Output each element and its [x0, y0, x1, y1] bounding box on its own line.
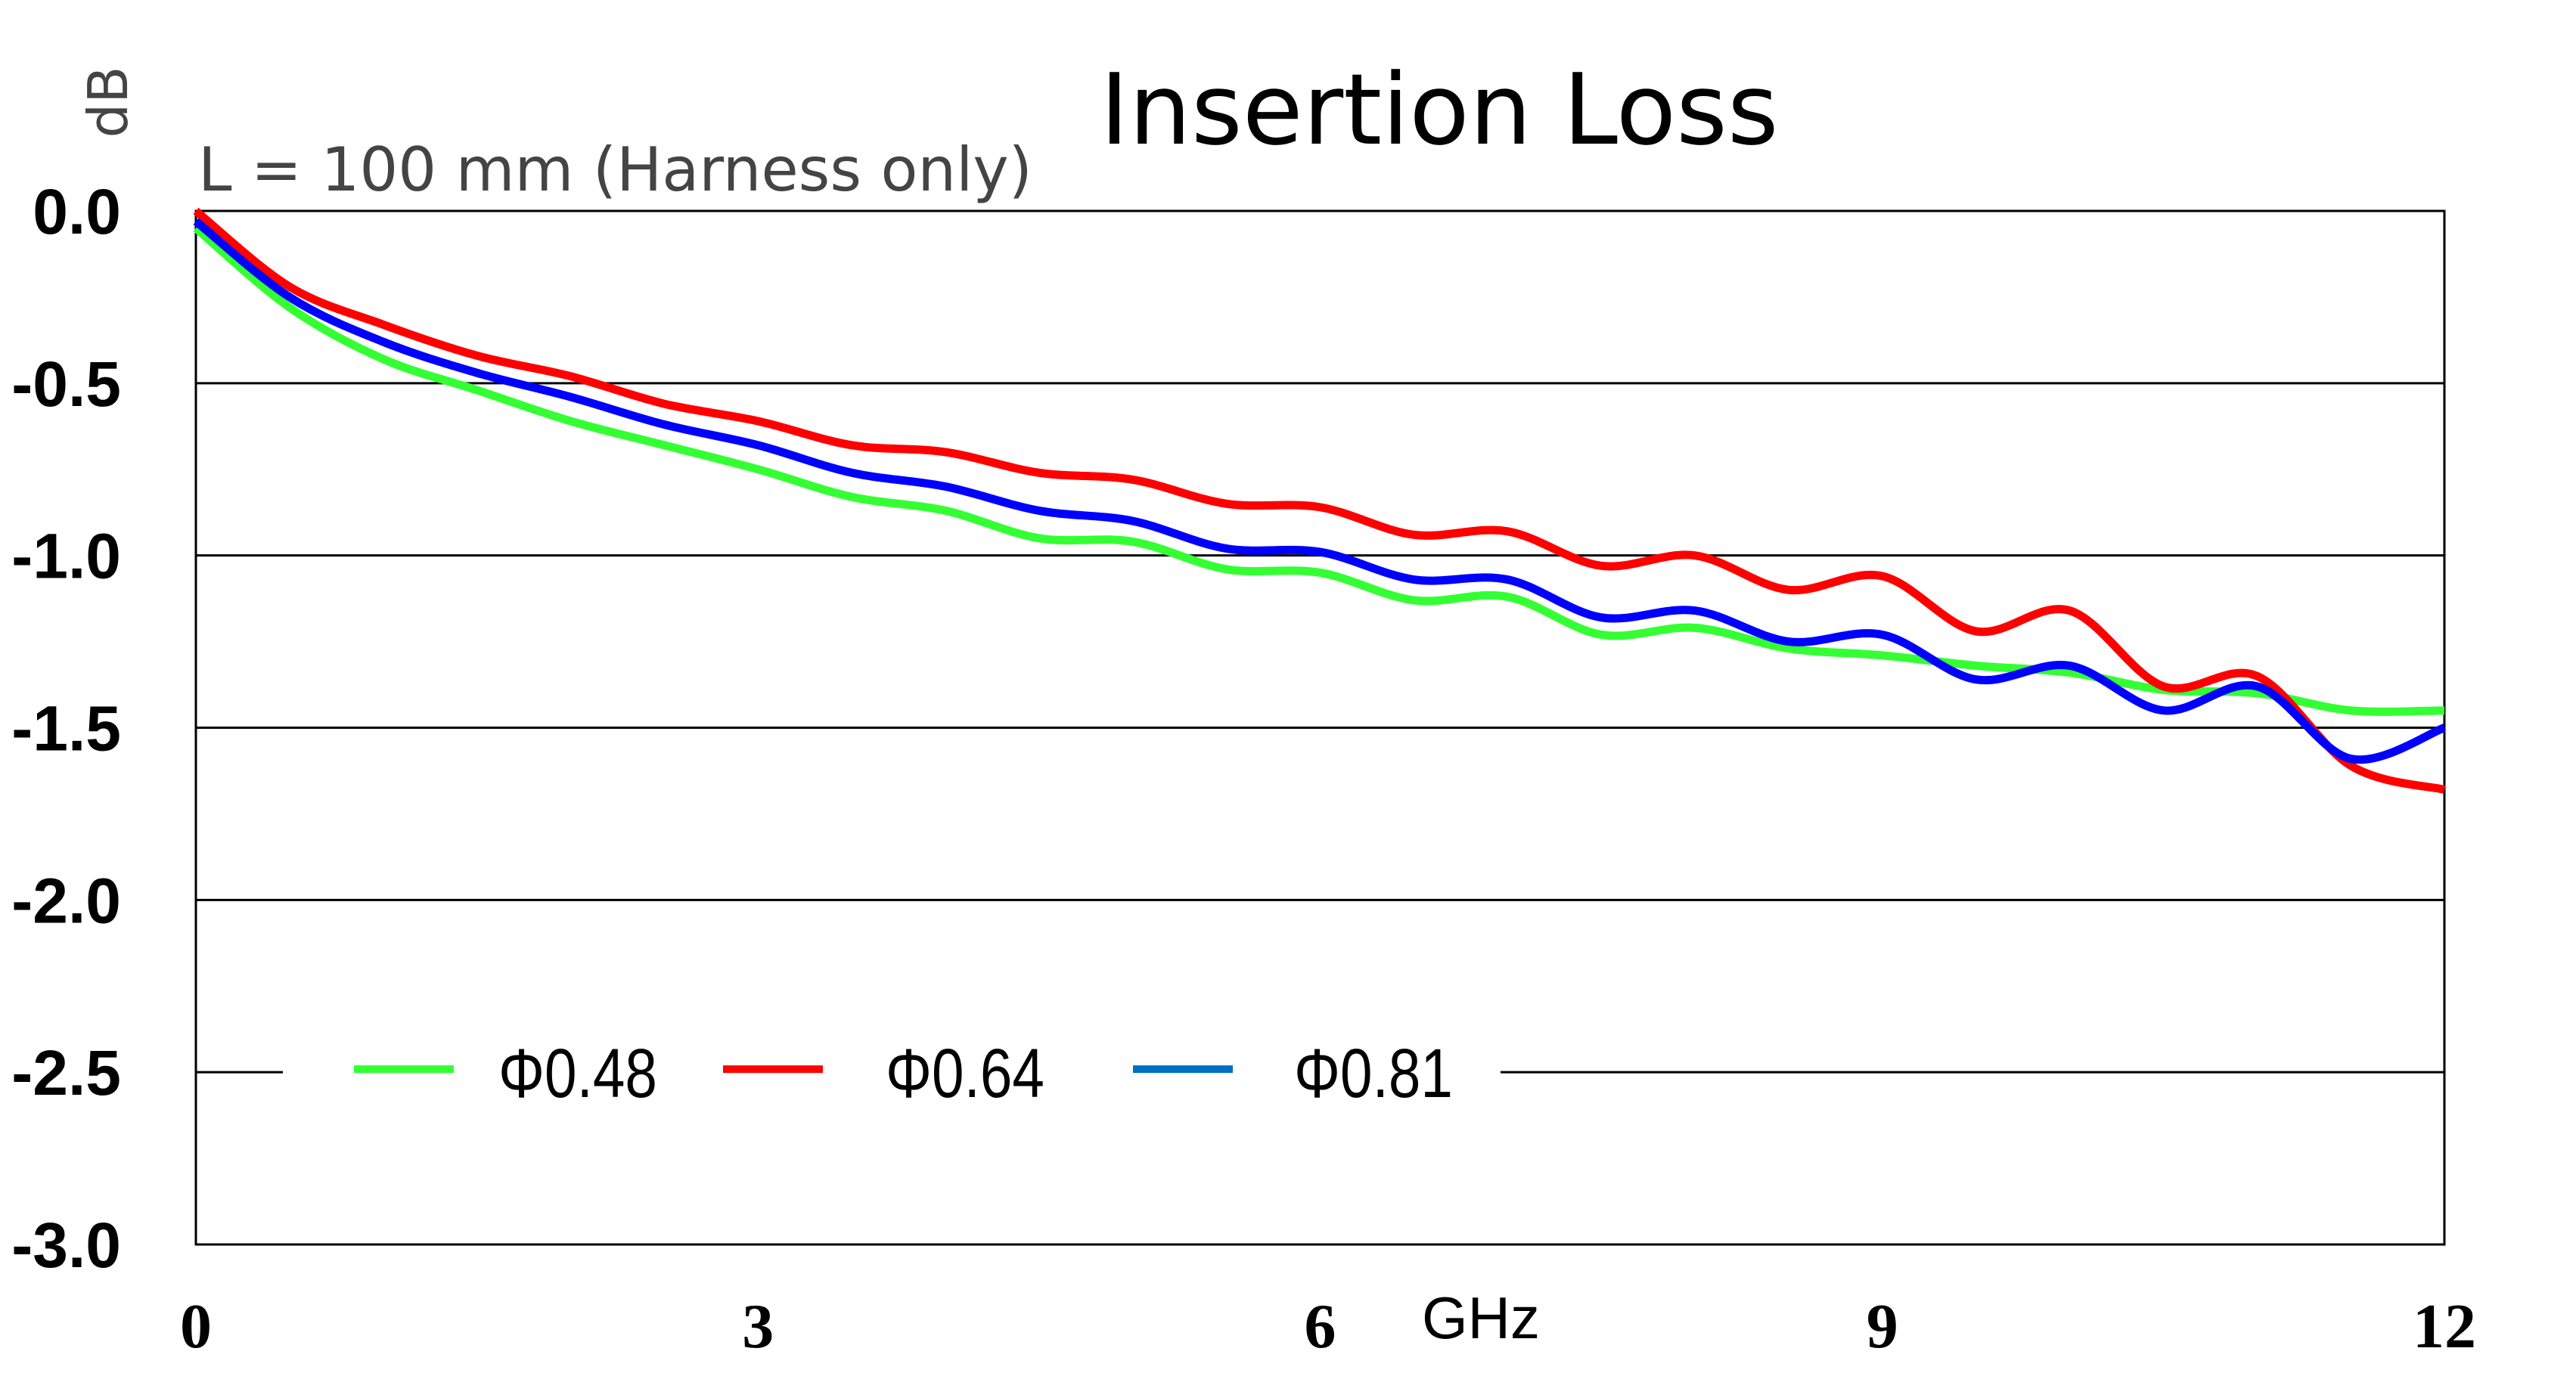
series-line-1 — [193, 207, 2446, 794]
y-tick-label: 0.0 — [33, 176, 121, 247]
legend-label: Φ0.48 — [498, 1035, 657, 1112]
legend: Φ0.48 Φ0.64 Φ0.81 — [354, 1035, 1453, 1112]
x-tick-label: 6 — [1305, 1291, 1336, 1362]
x-axis-label: GHz — [1422, 1285, 1540, 1351]
y-tick-label: -0.5 — [11, 349, 121, 420]
x-tick-label: 9 — [1867, 1291, 1898, 1362]
legend-label: Φ0.64 — [886, 1035, 1044, 1112]
chart-title: Insertion Loss — [1100, 52, 1778, 167]
chart-subtitle: L = 100 mm (Harness only) — [198, 135, 1032, 205]
legend-label: Φ0.81 — [1294, 1035, 1453, 1112]
series-line-2 — [193, 218, 2447, 764]
y-axis-label: dB — [76, 66, 140, 138]
series-line-0 — [193, 225, 2445, 716]
x-tick-label: 0 — [180, 1291, 212, 1362]
y-tick-label: -1.5 — [11, 693, 121, 764]
x-tick-label: 3 — [742, 1291, 774, 1362]
y-tick-label: -2.5 — [11, 1037, 121, 1108]
x-tick-label: 12 — [2413, 1291, 2476, 1362]
y-tick-label: -3.0 — [11, 1210, 121, 1281]
y-tick-label: -1.0 — [11, 521, 121, 592]
y-tick-label: -2.0 — [11, 865, 121, 936]
